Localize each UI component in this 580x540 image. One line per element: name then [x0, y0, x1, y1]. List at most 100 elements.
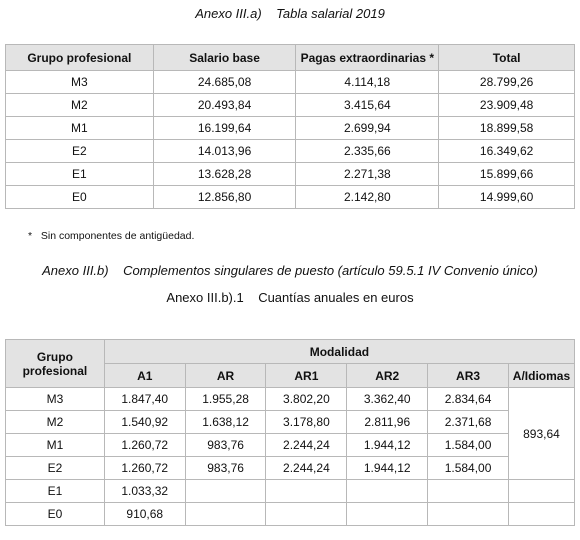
table-cell: E0	[5, 502, 105, 526]
table-row: E1 13.628,28 2.271,38 15.899,66	[5, 162, 575, 186]
table-cell: 16.349,62	[438, 139, 575, 163]
header-ar: AR	[184, 363, 267, 388]
header-a1: A1	[103, 363, 186, 388]
table-cell: M2	[5, 93, 154, 117]
table-cell: 24.685,08	[152, 70, 297, 94]
table-cell: 2.142,80	[295, 185, 440, 209]
table-row: E1 1.033,32	[5, 479, 576, 503]
table-cell: 1.944,12	[346, 433, 429, 457]
table-cell: 16.199,64	[152, 116, 297, 140]
table-row: M3 1.847,40 1.955,28 3.802,20 3.362,40 2…	[5, 387, 576, 480]
table-cell: 2.244,24	[265, 456, 348, 480]
header-salario-base: Salario base	[152, 44, 297, 71]
complementos-table: Grupo profesional Modalidad A1 AR AR1 AR…	[5, 339, 576, 526]
annex-a-title-prefix: Anexo III.a)	[195, 6, 262, 21]
annex-b-title-prefix: Anexo III.b)	[42, 263, 109, 278]
annex-b-title-text: Complementos singulares de puesto (artíc…	[123, 263, 538, 278]
table-cell: 1.540,92	[103, 410, 186, 434]
header-total: Total	[438, 44, 575, 71]
table-cell: 2.371,68	[427, 410, 509, 434]
table-cell: 1.260,72	[103, 456, 186, 480]
table-cell: 13.628,28	[152, 162, 297, 186]
table-cell: 910,68	[103, 502, 186, 526]
table-cell: 28.799,26	[438, 70, 575, 94]
table-cell: 2.271,38	[295, 162, 440, 186]
table-cell: M1	[5, 116, 154, 140]
table-cell: 1.638,12	[184, 410, 267, 434]
table-cell: 3.802,20	[265, 387, 348, 411]
table-cell	[184, 502, 267, 526]
table-cell: 1.260,72	[103, 433, 186, 457]
table-row: E2 1.260,72 983,76 2.244,24 1.944,12 1.5…	[5, 456, 575, 480]
table-row: M3 24.685,08 4.114,18 28.799,26	[5, 70, 575, 94]
table-cell: 3.362,40	[346, 387, 429, 411]
table-cell: E2	[5, 139, 154, 163]
table-cell: 3.415,64	[295, 93, 440, 117]
table-row: E2 14.013,96 2.335,66 16.349,62	[5, 139, 575, 163]
annex-b-subtitle-text: Cuantías anuales en euros	[258, 290, 414, 305]
table-cell: 18.899,58	[438, 116, 575, 140]
table-row: M1 1.260,72 983,76 2.244,24 1.944,12 1.5…	[5, 433, 575, 457]
table-cell: E0	[5, 185, 154, 209]
annex-a-title-text: Tabla salarial 2019	[276, 6, 385, 21]
table-cell: M1	[5, 433, 105, 457]
table-row: E0 12.856,80 2.142,80 14.999,60	[5, 185, 575, 209]
header-ar3: AR3	[427, 363, 509, 388]
footnote-text: Sin componentes de antigüedad.	[40, 230, 195, 242]
table-cell: 1.584,00	[427, 433, 509, 457]
table-cell: E2	[5, 456, 105, 480]
table-cell	[265, 502, 348, 526]
table-cell	[507, 502, 576, 526]
table-cell	[427, 479, 509, 503]
table-cell: 1.033,32	[103, 479, 186, 503]
complementos-subheader-row: A1 AR AR1 AR2 AR3 A/Idiomas	[6, 363, 576, 388]
table-cell	[346, 479, 429, 503]
table-cell: 2.834,64	[427, 387, 509, 411]
table-row: M2 20.493,84 3.415,64 23.909,48	[5, 93, 575, 117]
annex-b-subtitle-prefix: Anexo III.b).1	[166, 290, 244, 305]
table-cell: 15.899,66	[438, 162, 575, 186]
table-row: M2 1.540,92 1.638,12 3.178,80 2.811,96 2…	[5, 410, 575, 434]
annex-b-title: Anexo III.b) Complementos singulares de …	[0, 263, 580, 278]
table-row: E0 910,68	[5, 502, 576, 526]
annex-a-title: Anexo III.a) Tabla salarial 2019	[0, 6, 580, 21]
table-row: M1 16.199,64 2.699,94 18.899,58	[5, 116, 575, 140]
table-cell: E1	[5, 479, 105, 503]
table-cell: 2.699,94	[295, 116, 440, 140]
table-cell	[346, 502, 429, 526]
header-grupo-profesional: Grupo profesional	[5, 339, 105, 388]
header-pagas-extraordinarias: Pagas extraordinarias *	[295, 44, 440, 71]
table-cell: 4.114,18	[295, 70, 440, 94]
header-a-idiomas: A/Idiomas	[507, 363, 576, 388]
header-modalidad: Modalidad	[103, 339, 576, 364]
table-cell: 23.909,48	[438, 93, 575, 117]
idiomas-value-cell: 893,64	[507, 387, 576, 480]
table-cell	[265, 479, 348, 503]
annex-b-subtitle: Anexo III.b).1 Cuantías anuales en euros	[0, 290, 580, 305]
table-cell: E1	[5, 162, 154, 186]
header-grupo-profesional: Grupo profesional	[5, 44, 154, 71]
table-cell: 1.847,40	[103, 387, 186, 411]
complementos-header-row: Grupo profesional Modalidad	[5, 339, 576, 388]
table-cell: 14.999,60	[438, 185, 575, 209]
footnote: * Sin componentes de antigüedad.	[28, 230, 194, 242]
table-cell	[184, 479, 267, 503]
table-cell: 983,76	[184, 433, 267, 457]
table-cell: 20.493,84	[152, 93, 297, 117]
table-cell: 3.178,80	[265, 410, 348, 434]
footnote-mark: *	[28, 230, 33, 242]
header-ar1: AR1	[265, 363, 348, 388]
table-cell	[507, 479, 576, 503]
table-cell: M3	[5, 70, 154, 94]
table-cell: 2.335,66	[295, 139, 440, 163]
table-cell: 1.955,28	[184, 387, 267, 411]
salary-table-2019: Grupo profesional Salario base Pagas ext…	[5, 44, 575, 209]
table-cell: M2	[5, 410, 105, 434]
table-cell: 1.584,00	[427, 456, 509, 480]
table-cell	[427, 502, 509, 526]
table-cell: 14.013,96	[152, 139, 297, 163]
table-cell: 12.856,80	[152, 185, 297, 209]
table-cell: M3	[5, 387, 105, 411]
table-cell: 2.244,24	[265, 433, 348, 457]
salary-table-header-row: Grupo profesional Salario base Pagas ext…	[5, 44, 575, 71]
